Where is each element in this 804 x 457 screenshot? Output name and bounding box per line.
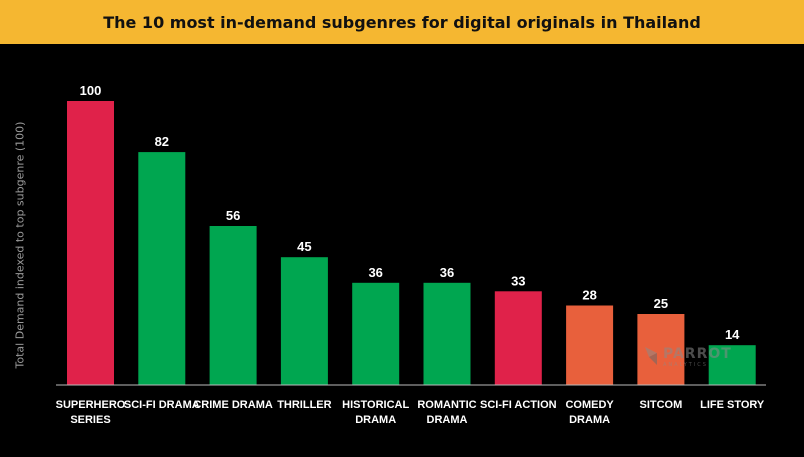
x-tick-label-2: CRIME DRAMA bbox=[193, 399, 272, 411]
x-tick-label-1: SCI-FI DRAMA bbox=[124, 399, 200, 411]
bar-5 bbox=[423, 282, 471, 385]
bar-value-label-0: 100 bbox=[80, 83, 102, 98]
bar-4 bbox=[352, 282, 400, 385]
bar-2 bbox=[209, 226, 257, 385]
x-tick-label-4: HISTORICAL DRAMA bbox=[342, 399, 409, 426]
bar-7 bbox=[566, 305, 614, 385]
bar-value-label-6: 33 bbox=[511, 273, 525, 288]
bar-value-label-7: 28 bbox=[582, 288, 596, 303]
x-tick-label-5: ROMANTIC DRAMA bbox=[417, 399, 476, 426]
bar-value-label-2: 56 bbox=[226, 208, 240, 223]
bar-value-label-1: 82 bbox=[155, 134, 169, 149]
bar-6 bbox=[494, 291, 542, 385]
bar-value-label-4: 36 bbox=[368, 265, 382, 280]
title-bar: The 10 most in-demand subgenres for digi… bbox=[0, 0, 804, 44]
x-tick-label-8: SITCOM bbox=[640, 399, 683, 411]
bar-value-label-8: 25 bbox=[654, 296, 668, 311]
bar-0 bbox=[67, 101, 114, 385]
bar-chart: 100 SUPERHERO SERIES 82 SCI-FI DRAMA 56 CRIME … bbox=[56, 83, 766, 426]
bar-1 bbox=[138, 152, 186, 385]
x-tick-label-3: THRILLER bbox=[277, 399, 331, 411]
bar-value-label-3: 45 bbox=[297, 239, 311, 254]
x-tick-label-9: LIFE STORY bbox=[700, 399, 765, 411]
x-tick-label-7: COMEDY DRAMA bbox=[565, 399, 614, 426]
watermark-brand: PARROT bbox=[663, 345, 732, 362]
bar-9 bbox=[708, 345, 756, 385]
bar-value-label-5: 36 bbox=[440, 265, 454, 280]
x-tick-label-6: SCI-FI ACTION bbox=[480, 399, 557, 411]
bar-8 bbox=[637, 314, 685, 385]
chart-title: The 10 most in-demand subgenres for digi… bbox=[103, 12, 701, 32]
bar-3 bbox=[280, 257, 328, 385]
watermark-sub: ANALYTICS bbox=[663, 361, 708, 368]
x-tick-label-0: SUPERHERO SERIES bbox=[56, 399, 126, 426]
parrot-logo-icon bbox=[645, 347, 657, 365]
bar-value-label-9: 14 bbox=[725, 327, 740, 342]
parrot-watermark: PARROT ANALYTICS bbox=[643, 345, 732, 369]
